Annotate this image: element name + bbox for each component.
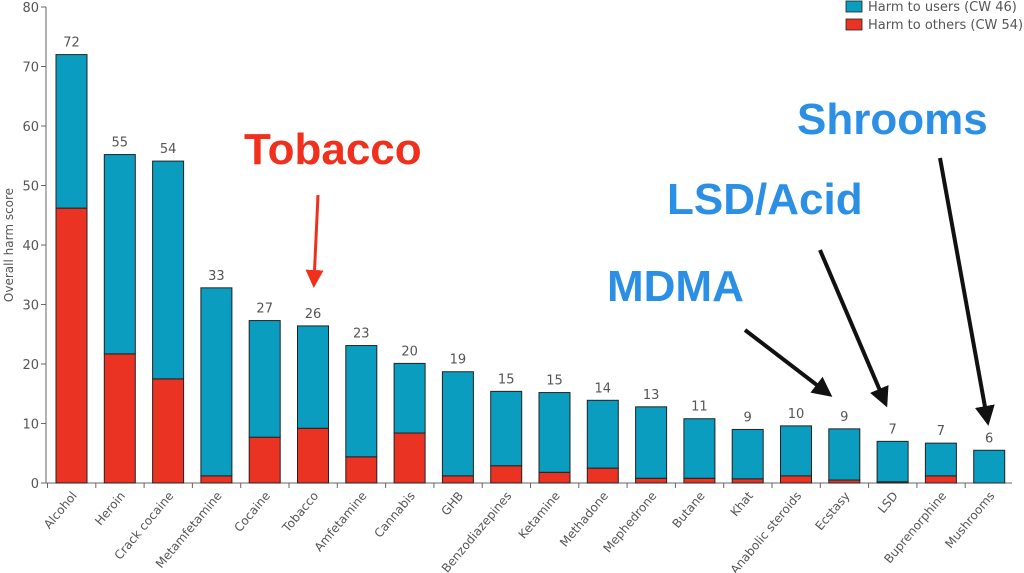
bar-harm-to-others bbox=[683, 477, 716, 484]
bar-harm-to-users bbox=[103, 154, 136, 355]
y-tick-label: 0 bbox=[31, 477, 39, 492]
arrow-shrooms bbox=[938, 157, 995, 426]
y-tick-label: 50 bbox=[22, 180, 39, 195]
bar-harm-to-others bbox=[586, 467, 619, 484]
bar-harm-to-users bbox=[586, 399, 619, 469]
bar-harm-to-users bbox=[876, 440, 909, 483]
bar-value-label: 9 bbox=[840, 410, 848, 425]
y-tick-label: 60 bbox=[22, 120, 39, 135]
x-tick-label: Cocaine bbox=[231, 489, 273, 535]
bar-value-label: 55 bbox=[112, 136, 129, 151]
arrow-mdma bbox=[743, 328, 833, 397]
bar-harm-to-users bbox=[152, 160, 185, 380]
bar-harm-to-others bbox=[152, 378, 185, 484]
y-tick-label: 30 bbox=[22, 299, 39, 314]
bar-value-label: 15 bbox=[498, 372, 515, 387]
annotation-shrooms: Shrooms bbox=[797, 95, 988, 144]
bar-harm-to-users bbox=[490, 390, 523, 467]
bar-harm-to-users bbox=[924, 442, 957, 477]
bar-harm-to-users bbox=[393, 362, 426, 434]
x-tick-label: Ketamine bbox=[516, 489, 563, 541]
bar-harm-to-users bbox=[731, 428, 764, 480]
bar-harm-to-others bbox=[490, 465, 523, 484]
bar-value-label: 20 bbox=[401, 344, 418, 359]
bar-value-label: 26 bbox=[305, 307, 322, 322]
bar-value-label: 27 bbox=[256, 302, 273, 317]
bar-harm-to-users bbox=[297, 325, 329, 429]
x-tick-label: Methadone bbox=[557, 489, 611, 550]
y-tick-label: 40 bbox=[22, 239, 39, 254]
bar-harm-to-others bbox=[248, 436, 281, 484]
annotation-tobacco: Tobacco bbox=[244, 125, 422, 174]
bar-harm-to-others bbox=[441, 475, 474, 484]
bar-harm-to-others bbox=[345, 456, 378, 484]
bar-value-label: 15 bbox=[546, 374, 563, 389]
bar-value-label: 19 bbox=[450, 353, 467, 368]
legend-label-users: Harm to users (CW 46) bbox=[868, 0, 1017, 15]
x-tick-label: Mushrooms bbox=[942, 489, 997, 551]
y-tick-label: 10 bbox=[22, 418, 39, 433]
bar-harm-to-users bbox=[538, 392, 571, 473]
y-tick-label: 70 bbox=[22, 61, 39, 76]
bar-harm-to-others bbox=[731, 478, 764, 484]
bar-value-label: 7 bbox=[937, 424, 945, 439]
bar-value-label: 11 bbox=[691, 400, 708, 415]
bar-harm-to-users bbox=[248, 320, 281, 438]
x-tick-label: GHB bbox=[438, 489, 466, 518]
bar-harm-to-users bbox=[828, 428, 861, 481]
bar-value-label: 23 bbox=[353, 327, 370, 342]
annotations: Tobacco MDMA LSD/Acid Shrooms bbox=[244, 95, 995, 426]
bar-harm-to-users bbox=[780, 425, 812, 477]
bars bbox=[55, 54, 1006, 484]
x-tick-label: Cannabis bbox=[371, 489, 417, 541]
bar-harm-to-others bbox=[103, 353, 136, 484]
bar-value-label: 6 bbox=[985, 431, 993, 446]
bar-harm-to-others bbox=[538, 471, 571, 484]
x-tick-label: LSD bbox=[875, 489, 901, 516]
x-tick-label: Ecstasy bbox=[812, 489, 852, 533]
bar-harm-to-users bbox=[683, 418, 716, 479]
bar-value-label: 7 bbox=[888, 422, 896, 437]
y-tick-label: 80 bbox=[22, 1, 39, 16]
bar-value-label: 54 bbox=[160, 142, 177, 157]
bar-value-label: 33 bbox=[208, 269, 225, 284]
x-tick-label: Butane bbox=[669, 489, 707, 531]
x-tick-label: Alcohol bbox=[41, 489, 80, 532]
bar-harm-to-others bbox=[924, 475, 957, 484]
bar-value-label: 13 bbox=[643, 388, 660, 403]
bar-harm-to-users bbox=[635, 406, 668, 479]
arrow-lsd bbox=[818, 249, 889, 408]
bar-harm-to-users bbox=[345, 345, 378, 458]
bar-value-label: 72 bbox=[63, 36, 80, 51]
y-axis-label: Overall harm score bbox=[2, 188, 16, 302]
bar-harm-to-others bbox=[393, 432, 426, 484]
arrow-tobacco bbox=[305, 194, 324, 288]
bar-harm-to-others bbox=[55, 207, 88, 484]
annotation-lsd: LSD/Acid bbox=[667, 175, 863, 224]
bar-value-label: 10 bbox=[788, 407, 805, 422]
bar-value-label: 9 bbox=[744, 410, 752, 425]
legend-swatch-users bbox=[845, 0, 863, 13]
bar-harm-to-others bbox=[200, 475, 233, 484]
bar-harm-to-others bbox=[297, 427, 329, 484]
x-tick-label: Heroin bbox=[92, 489, 128, 528]
x-tick-label: Tobacco bbox=[279, 489, 321, 536]
y-tick-label: 20 bbox=[22, 358, 39, 373]
bar-harm-to-others bbox=[635, 477, 668, 484]
annotation-mdma: MDMA bbox=[607, 262, 744, 311]
legend: Harm to users (CW 46) Harm to others (CW… bbox=[845, 0, 1023, 33]
legend-label-others: Harm to others (CW 54) bbox=[868, 18, 1023, 33]
x-tick-label: Khat bbox=[728, 489, 757, 519]
legend-swatch-others bbox=[845, 18, 863, 31]
bar-harm-to-users bbox=[55, 54, 88, 209]
bar-harm-to-users bbox=[441, 371, 474, 477]
bar-harm-to-users bbox=[200, 287, 233, 477]
bar-value-label: 14 bbox=[595, 381, 612, 396]
bar-harm-to-users bbox=[973, 449, 1006, 484]
bar-harm-to-others bbox=[780, 475, 812, 484]
